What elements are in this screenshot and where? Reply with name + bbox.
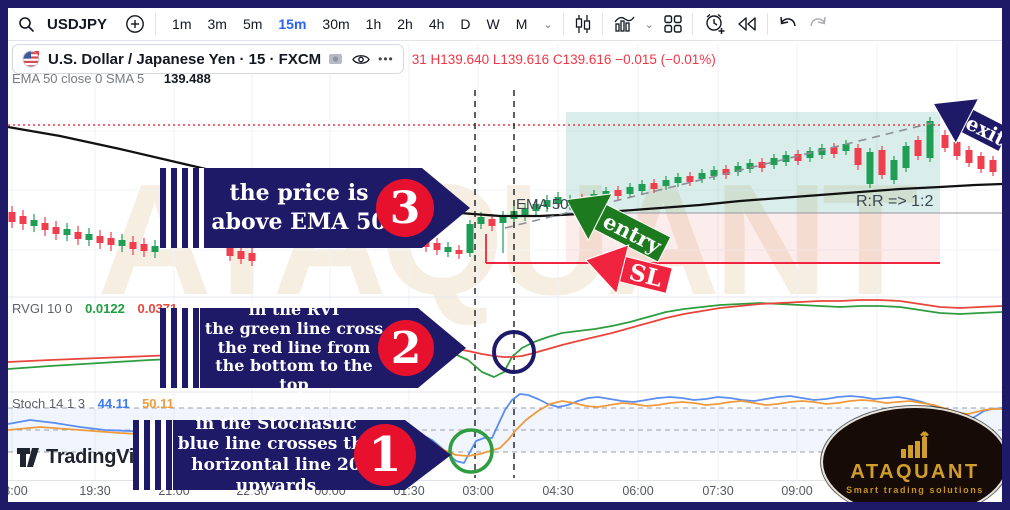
legend-pill[interactable]: U.S. Dollar / Japanese Yen · 15 · FXCM •… — [12, 44, 404, 74]
time-label: 18:00 — [0, 484, 28, 498]
alert-clock-icon[interactable] — [703, 13, 727, 35]
annotation-banner-1: in the Stochastic blue line crosses the … — [133, 414, 451, 496]
banner-stripes — [160, 168, 210, 248]
annotation-banner-3: the price is above EMA 50 3 — [160, 168, 470, 248]
eye-visibility-icon[interactable] — [352, 53, 370, 66]
interval-3m[interactable]: 3m — [207, 16, 227, 32]
interval-1h[interactable]: 1h — [365, 16, 382, 32]
interval-30m[interactable]: 30m — [322, 16, 350, 32]
ema-legend: EMA 50 close 0 SMA 5 139.488 — [12, 71, 211, 86]
tradingview-logo[interactable]: TradingView — [16, 446, 160, 469]
indicators-icon[interactable] — [613, 14, 635, 34]
step-1-number: 1 — [354, 424, 416, 486]
time-label: 19:30 — [79, 484, 111, 498]
time-label: 03:00 — [462, 484, 494, 498]
rvgi-green-value: 0.0122 — [85, 301, 125, 316]
ataquant-tagline: Smart trading solutions — [846, 484, 984, 495]
symbol-legend: U.S. Dollar / Japanese Yen · 15 · FXCM •… — [12, 44, 716, 74]
stoch-legend: Stoch 14 1 3 44.11 50.11 — [12, 396, 174, 411]
ataquant-bars-icon — [901, 430, 929, 458]
exit-arrow: exit — [932, 98, 1010, 153]
interval-1m[interactable]: 1m — [172, 16, 192, 32]
layout-grid-icon[interactable] — [664, 15, 682, 33]
tradingview-mark-icon — [17, 447, 39, 467]
banner-1-line: blue line crosses the — [177, 434, 375, 455]
snapshot-icon[interactable] — [329, 53, 344, 65]
replay-rewind-icon[interactable] — [737, 16, 757, 32]
banner-2-line: the bottom to the top — [215, 356, 373, 395]
more-options-icon[interactable]: ••• — [378, 52, 394, 66]
stop-loss-arrow: SL — [584, 244, 673, 295]
rvgi-legend: RVGI 10 0 0.0122 0.0371 — [12, 301, 177, 316]
risk-reward-label: R:R => 1:2 — [856, 193, 934, 210]
banner-2-line: the red line from — [217, 337, 371, 357]
ataquant-logo: ATAQUANT Smart trading solutions — [823, 408, 1007, 510]
interval-5m[interactable]: 5m — [242, 16, 263, 32]
top-toolbar: USDJPY 1m 3m 5m 15m 30m 1h 2h 4h D W M ⌄ ⌄ — [8, 8, 1002, 41]
toolbar-divider — [562, 13, 564, 35]
ohlc-values: 31 H139.640 L139.616 C139.616 −0.015 (−0… — [411, 51, 716, 67]
usdjpy-flag-icon — [22, 50, 40, 68]
undo-icon[interactable] — [778, 16, 798, 32]
banner-2-line: in the RVI — [248, 299, 340, 319]
ema-summary: EMA 50 close 0 SMA 5 — [12, 71, 145, 86]
time-label: 07:30 — [702, 484, 734, 498]
rvgi-title: RVGI 10 0 — [12, 301, 73, 316]
annotation-banner-2: in the RVI the green line cross the red … — [160, 300, 466, 394]
banner-stripes — [160, 308, 200, 388]
indicators-chevron-down-icon[interactable]: ⌄ — [644, 18, 654, 31]
interval-W[interactable]: W — [486, 16, 500, 32]
stoch-blue-value: 44.11 — [97, 396, 130, 411]
redo-icon[interactable] — [808, 16, 828, 32]
interval-group: 1m 3m 5m 15m 30m 1h 2h 4h D W M — [166, 14, 533, 34]
symbol-search-button[interactable]: USDJPY — [47, 15, 108, 33]
interval-15m[interactable]: 15m — [278, 16, 307, 32]
step-2-number: 2 — [378, 320, 434, 376]
banner-1-line: in the Stochastic — [195, 413, 357, 434]
symbol-title: U.S. Dollar / Japanese Yen · 15 · FXCM — [48, 50, 322, 68]
toolbar-divider — [766, 13, 768, 35]
banner-3-line: the price is — [229, 180, 369, 207]
toolbar-divider — [601, 13, 603, 35]
toolbar-divider — [691, 13, 693, 35]
stoch-orange-value: 50.11 — [142, 396, 174, 411]
stoch-title: Stoch 14 1 3 — [12, 396, 85, 411]
tradingview-wordmark: TradingView — [46, 446, 161, 468]
banner-1-line: horizontal line 20 upwards — [191, 455, 361, 496]
time-label: 04:30 — [542, 484, 574, 498]
interval-chevron-down-icon[interactable]: ⌄ — [543, 18, 553, 31]
time-label: 09:00 — [781, 484, 813, 498]
compare-add-icon[interactable] — [125, 14, 145, 34]
banner-stripes — [133, 420, 173, 490]
time-label: 06:00 — [622, 484, 654, 498]
interval-2h[interactable]: 2h — [397, 16, 413, 32]
candle-style-icon[interactable] — [574, 14, 592, 34]
toolbar-divider — [155, 13, 157, 35]
ema-value: 139.488 — [163, 71, 211, 86]
search-icon[interactable] — [18, 16, 35, 33]
interval-D[interactable]: D — [460, 16, 471, 32]
banner-2-line: the green line cross — [204, 318, 384, 338]
ema50-line-label: EMA 50 — [516, 196, 569, 213]
interval-M[interactable]: M — [515, 16, 528, 32]
step-3-number: 3 — [376, 179, 434, 237]
banner-3-line: above EMA 50 — [211, 209, 387, 235]
ataquant-wordmark: ATAQUANT — [850, 460, 980, 483]
interval-4h[interactable]: 4h — [428, 16, 445, 32]
